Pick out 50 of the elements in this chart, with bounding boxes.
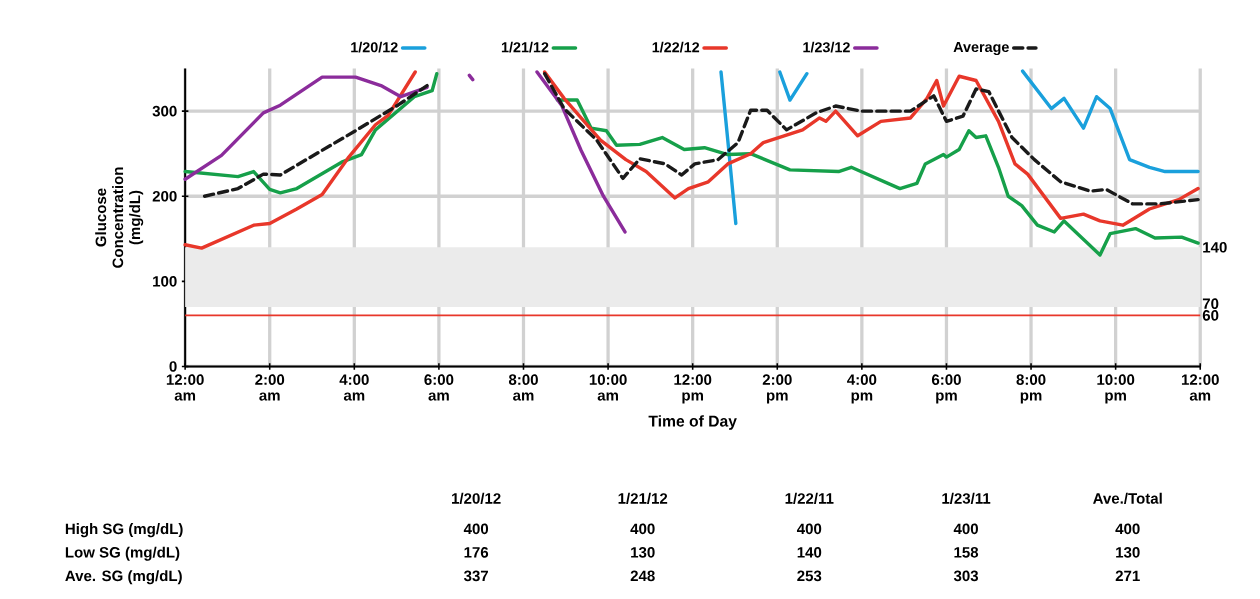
text: 1/22/11: [785, 492, 834, 505]
text: 158: [954, 547, 979, 558]
text: 1/21/12: [618, 492, 668, 505]
x-tick-label: 4:00 am: [339, 374, 369, 401]
text: 400: [463, 523, 489, 535]
text: 140: [797, 547, 822, 558]
text: Ave. SG (mg/dL): [65, 570, 182, 585]
y-tick-label: 100: [153, 276, 177, 287]
x-tick-label: 8:00 am: [508, 374, 538, 401]
text: 337: [463, 570, 488, 582]
x-tick-label: 12:00 pm: [674, 374, 712, 404]
x-tick-label: 12:00 am: [166, 374, 204, 401]
text: 400: [953, 523, 978, 535]
x-axis-title: Time of Day: [648, 415, 737, 430]
legend-label: 1/23/12: [803, 41, 850, 53]
legend-label: 1/20/12: [351, 41, 398, 53]
text: 400: [1115, 523, 1140, 535]
text: 271: [1115, 570, 1140, 582]
legend-label: 1/21/12: [501, 41, 549, 53]
text: 130: [631, 547, 655, 558]
x-tick-label: 10:00 pm: [1097, 374, 1135, 404]
text: 253: [797, 570, 822, 582]
text: 400: [630, 523, 655, 535]
y2-tick-label: 140: [1203, 242, 1227, 253]
text: 248: [630, 570, 655, 582]
x-tick-label: 8:00 pm: [1016, 374, 1046, 404]
y2-tick-label: 70: [1202, 298, 1219, 310]
x-tick-label: 10:00 am: [589, 374, 627, 401]
x-tick-label: 12:00 am: [1181, 374, 1219, 401]
x-tick-label: 6:00 am: [424, 374, 454, 401]
y-axis-title: Glucose Concentration (mg/dL): [95, 167, 144, 268]
legend-label: 1/22/12: [652, 41, 700, 53]
text: 176: [464, 547, 489, 558]
x-tick-label: 2:00 am: [255, 374, 285, 401]
text: Ave./Total: [1093, 492, 1162, 505]
text: 130: [1116, 547, 1140, 558]
text: 1/23/11: [942, 492, 991, 505]
y-tick-label: 0: [169, 361, 177, 372]
text: 1/20/12: [452, 492, 501, 505]
y-tick-label: 300: [152, 105, 177, 117]
text: Low SG (mg/dL): [65, 546, 180, 561]
legend-label: Average: [953, 42, 1009, 56]
text: 400: [796, 523, 822, 535]
text: High SG (mg/dL): [65, 523, 183, 538]
x-tick-label: 2:00 pm: [762, 374, 792, 404]
y2-tick-label: 60: [1202, 310, 1219, 321]
text: 303: [953, 570, 979, 582]
x-tick-label: 4:00 pm: [847, 374, 877, 404]
x-tick-label: 6:00 pm: [931, 374, 961, 404]
y-tick-label: 200: [152, 191, 177, 202]
